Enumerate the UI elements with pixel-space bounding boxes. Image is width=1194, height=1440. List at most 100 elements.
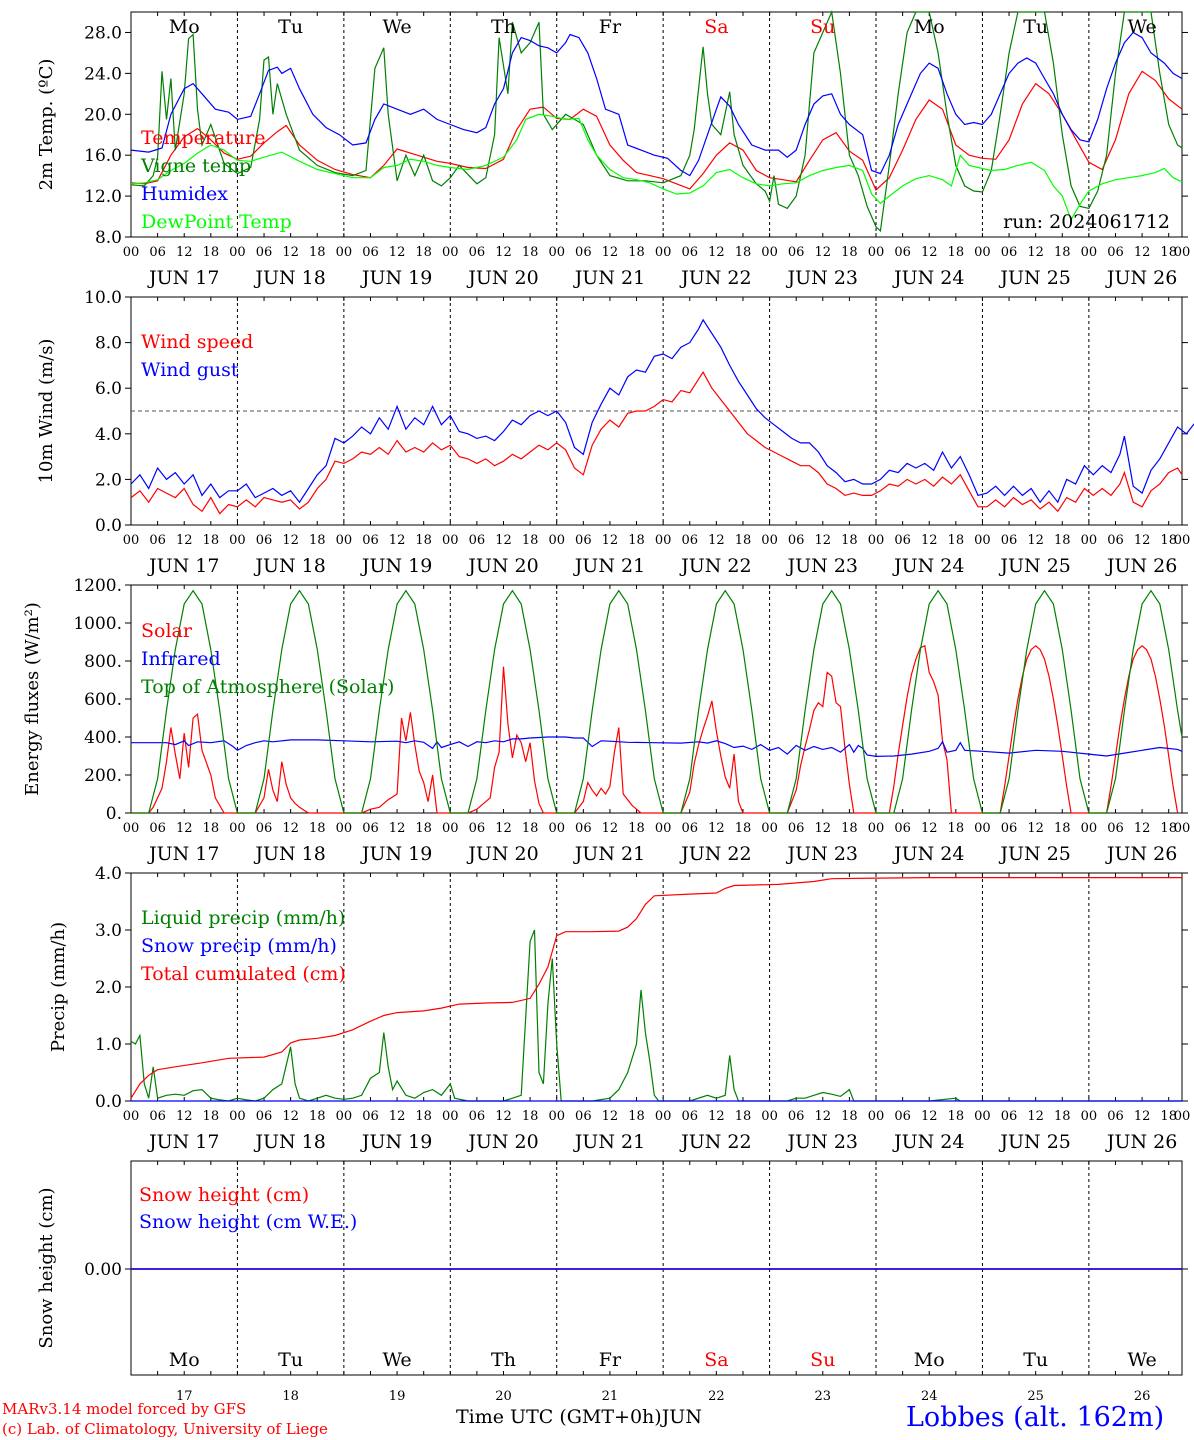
hour-tick-label: 18 (203, 1109, 220, 1124)
hour-tick-label: 06 (788, 1109, 805, 1124)
y-tick-label: 2.0 (95, 978, 122, 998)
lab-credit: (c) Lab. of Climatology, University of L… (2, 1420, 328, 1438)
y-tick-label: 1000. (73, 614, 122, 634)
hour-tick-label: 12 (602, 533, 619, 548)
weekday-label: We (1127, 16, 1156, 38)
hour-tick-label: 18 (841, 821, 858, 836)
y-axis-label: Snow height (cm) (36, 1187, 57, 1348)
y-tick-label: 28.0 (84, 23, 122, 43)
date-label: JUN 18 (253, 267, 325, 289)
y-tick-label: 4.0 (95, 425, 122, 445)
hour-tick-label: 00 (548, 1109, 565, 1124)
hour-tick-label: 00 (974, 1109, 991, 1124)
hour-tick-label: 06 (149, 245, 166, 260)
hour-tick-label: 12 (389, 1109, 406, 1124)
legend-entry: Humidex (141, 183, 228, 205)
hour-tick-label: 06 (256, 533, 273, 548)
date-label: JUN 18 (253, 555, 325, 577)
date-label: JUN 21 (573, 555, 645, 577)
hour-tick-label: 12 (176, 245, 193, 260)
weekday-label: We (1127, 1349, 1156, 1371)
date-label: JUN 22 (679, 1131, 751, 1153)
panel-frame (130, 11, 1183, 238)
y-tick-label: 3.0 (95, 921, 122, 941)
hour-tick-label: 18 (522, 1109, 539, 1124)
hour-tick-label: 06 (788, 245, 805, 260)
hour-tick-label: 18 (628, 533, 645, 548)
day-number-label: 25 (1027, 1389, 1044, 1404)
weekday-label: Fr (599, 16, 622, 38)
date-label: JUN 18 (253, 843, 325, 865)
y-tick-label: 16.0 (84, 146, 122, 166)
hour-tick-label: 00 (336, 821, 353, 836)
panel-frame (130, 1160, 1183, 1376)
hour-tick-label: 06 (894, 245, 911, 260)
weekday-label: Sa (704, 1349, 728, 1371)
date-label: JUN 17 (147, 555, 219, 577)
hour-tick-label: 06 (1107, 821, 1124, 836)
hour-tick-label: 18 (948, 245, 965, 260)
hour-tick-label: 12 (282, 1109, 299, 1124)
hour-tick-label: 00 (868, 245, 885, 260)
date-label: JUN 21 (573, 267, 645, 289)
series-temperature (130, 70, 1183, 192)
hour-tick-label: 18 (1160, 245, 1177, 260)
y-tick-label: 4.0 (95, 864, 122, 884)
hour-tick-label: 12 (176, 533, 193, 548)
hour-tick-label: 00 (123, 821, 140, 836)
hour-tick-label: 18 (1054, 245, 1071, 260)
hour-tick-label: 12 (495, 245, 512, 260)
hour-tick-label: 18 (203, 533, 220, 548)
weekday-label: Tu (278, 16, 303, 38)
hour-tick-label: 00 (548, 821, 565, 836)
legend-entry: Temperature (141, 127, 265, 149)
hour-tick-label: 00 (761, 533, 778, 548)
hour-tick-label: 06 (681, 245, 698, 260)
hour-tick-label: 00 (442, 533, 459, 548)
hour-tick-label: 12 (1027, 1109, 1044, 1124)
hour-tick-label: 12 (389, 821, 406, 836)
y-axis-label: Precip (mm/h) (48, 922, 69, 1052)
date-label: JUN 17 (147, 267, 219, 289)
hour-tick-label: 06 (469, 821, 486, 836)
legend-entry: Solar (141, 620, 193, 642)
date-label: JUN 26 (1105, 1131, 1177, 1153)
hour-tick-label: 12 (602, 245, 619, 260)
hour-tick-label: 12 (815, 533, 832, 548)
hour-tick-label: 06 (1001, 533, 1018, 548)
hour-tick-label: 18 (1160, 533, 1177, 548)
hour-tick-label: 00 (229, 245, 246, 260)
hour-tick-label: 06 (681, 821, 698, 836)
hour-tick-label: 12 (708, 533, 725, 548)
legend-entry: Snow height (cm) (139, 1184, 309, 1206)
legend-entry: Total cumulated (cm) (141, 963, 346, 985)
legend-entry: Snow precip (mm/h) (141, 935, 337, 957)
y-tick-label: 6.0 (95, 379, 122, 399)
model-credit: MARv3.14 model forced by GFS (2, 1400, 247, 1418)
hour-tick-label: 12 (921, 245, 938, 260)
hour-tick-label: 18 (948, 1109, 965, 1124)
weekday-label: Th (491, 1349, 516, 1371)
hour-tick-label: 12 (495, 1109, 512, 1124)
hour-tick-label: 06 (681, 533, 698, 548)
hour-tick-label: 12 (176, 1109, 193, 1124)
y-axis-label: 2m Temp. (ºC) (36, 59, 57, 191)
series-infrared (131, 736, 1183, 758)
y-axis-label: Energy fluxes (W/m²) (22, 602, 43, 796)
date-label: JUN 25 (998, 267, 1070, 289)
hour-tick-label: 00 (1174, 1109, 1191, 1124)
hour-tick-label: 18 (309, 533, 326, 548)
series-total-cumulated-cm- (130, 877, 1182, 1099)
legend-entry: Snow height (cm W.E.) (139, 1211, 357, 1233)
hour-tick-label: 00 (1174, 821, 1191, 836)
hour-tick-label: 12 (602, 821, 619, 836)
date-label: JUN 17 (147, 1131, 219, 1153)
hour-tick-label: 00 (123, 1109, 140, 1124)
y-tick-label: 8.0 (95, 228, 122, 248)
y-tick-label: 1200. (73, 576, 122, 596)
legend-entry: Wind gust (141, 359, 239, 381)
hour-tick-label: 00 (123, 245, 140, 260)
hour-tick-label: 12 (1134, 1109, 1151, 1124)
date-label: JUN 20 (466, 1131, 538, 1153)
hour-tick-label: 00 (974, 245, 991, 260)
